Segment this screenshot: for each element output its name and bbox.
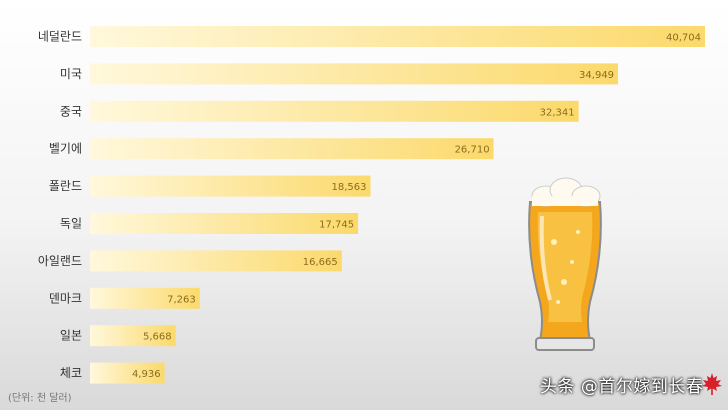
bar-1	[90, 26, 705, 47]
value-label: 40,704	[666, 33, 701, 44]
maple-leaf-icon	[702, 373, 722, 395]
bar-10	[90, 362, 165, 384]
bar-8	[90, 287, 200, 309]
value-label: 7,263	[167, 294, 196, 305]
beer-glass-icon	[528, 177, 602, 351]
value-label: 16,665	[303, 257, 338, 268]
category-label: 일본	[60, 329, 82, 343]
unit-note: (단위: 천 달러)	[8, 393, 72, 404]
bar-chart: 네덜란드 40,704 미국 34,949 중국 32,341 벨기에 26,710 폴란드 18…	[38, 26, 705, 384]
watermark: 头条 @首尔嫁到长春	[540, 377, 704, 397]
bar-3	[90, 100, 579, 122]
category-label: 미국	[60, 67, 82, 81]
value-label: 32,341	[540, 107, 575, 118]
category-label: 독일	[60, 217, 82, 231]
bar-7	[90, 250, 342, 272]
category-label: 네덜란드	[38, 30, 82, 44]
bar-9	[90, 325, 176, 347]
value-label: 26,710	[455, 145, 490, 156]
bar-6	[90, 213, 359, 234]
value-label: 5,668	[143, 332, 172, 343]
value-label: 4,936	[132, 369, 161, 380]
bar-4	[90, 138, 494, 160]
bar-5	[90, 175, 371, 197]
category-label: 벨기에	[49, 142, 82, 156]
bar-2	[90, 63, 619, 85]
category-label: 폴란드	[49, 179, 82, 193]
category-label: 체코	[60, 366, 82, 380]
category-label: 아일랜드	[38, 254, 82, 268]
value-label: 34,949	[579, 70, 614, 81]
category-label: 중국	[60, 104, 82, 118]
value-label: 18,563	[331, 182, 366, 193]
category-label: 덴마크	[49, 291, 82, 305]
value-label: 17,745	[319, 220, 354, 231]
